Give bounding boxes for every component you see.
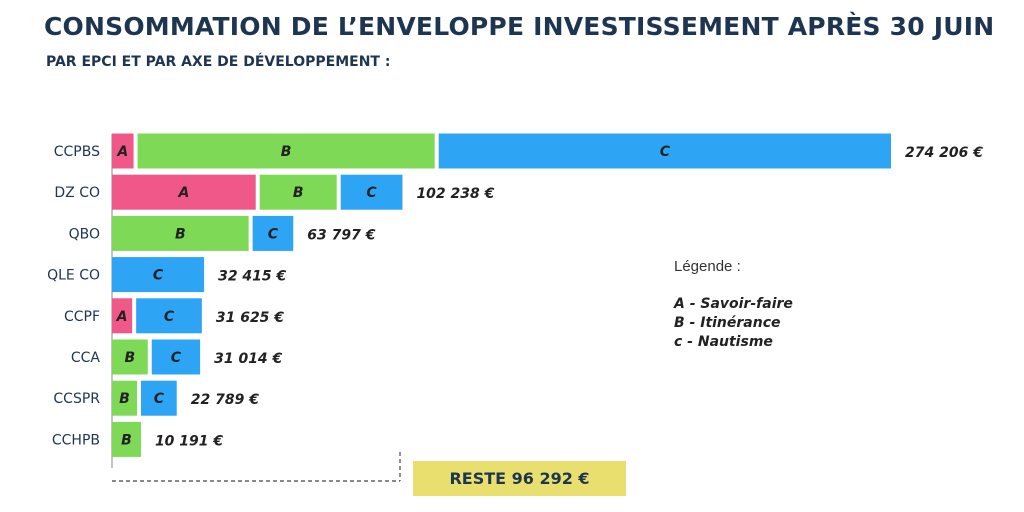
total-label: 22 789 € [191,392,259,408]
category-label: CCPF [64,309,100,325]
segment-label: C [268,226,279,242]
category-label: QBO [69,226,100,242]
total-label: 10 191 € [155,433,223,449]
bar-segment-a [112,174,256,210]
category-label: CCSPR [53,391,100,407]
legend: Légende : A - Savoir-faire B - Itinéranc… [674,258,793,352]
total-label: 274 206 € [905,145,983,161]
remaining-budget-badge: RESTE 96 292 € [413,461,626,496]
total-label: 31 625 € [216,310,284,326]
bar-segment-b [112,339,148,375]
category-label: DZ CO [54,185,100,201]
bar-segment-c [140,380,177,416]
segment-label: A [116,309,128,325]
bar-segment-c [438,133,891,169]
category-label: CCA [71,350,101,366]
total-label: 102 238 € [416,186,494,202]
segment-label: A [177,185,189,201]
legend-item-b: B - Itinérance [674,315,781,331]
bar-segment-b [137,133,435,169]
total-label: 31 014 € [214,351,282,367]
segment-label: B [175,226,186,242]
segment-label: C [366,185,377,201]
page-title: CONSOMMATION DE L’ENVELOPPE INVESTISSEME… [44,12,995,41]
segment-label: C [660,144,671,160]
total-label: 32 415 € [218,269,286,285]
segment-label: C [164,309,175,325]
category-label: QLE CO [47,268,100,284]
bar-segment-c [340,174,403,210]
legend-title: Légende : [674,258,741,275]
bar-segment-b [259,174,337,210]
segment-label: B [293,185,304,201]
segment-label: B [121,432,132,448]
bar-segment-c [252,215,294,251]
category-label: CCPBS [54,144,100,160]
legend-item-c: c - Nautisme [674,334,773,350]
page-subtitle: PAR EPCI ET PAR AXE DE DÉVELOPPEMENT : [46,54,391,70]
segment-label: A [116,144,128,160]
bar-segment-c [112,257,205,293]
segment-label: B [281,144,292,160]
segment-label: B [125,350,136,366]
bar-segment-b [112,380,137,416]
bar-segment-b [112,215,249,251]
legend-item-a: A - Savoir-faire [674,296,793,312]
category-label: CCHPB [52,432,100,448]
segment-label: C [153,268,164,284]
bar-segment-a [112,133,134,169]
bar-segment-b [112,421,141,457]
segment-label: C [171,350,182,366]
segment-label: B [119,391,130,407]
segment-label: C [154,391,165,407]
bar-segment-c [151,339,201,375]
bar-segment-a [112,298,133,334]
total-label: 63 797 € [307,227,375,243]
bar-segment-c [136,298,202,334]
